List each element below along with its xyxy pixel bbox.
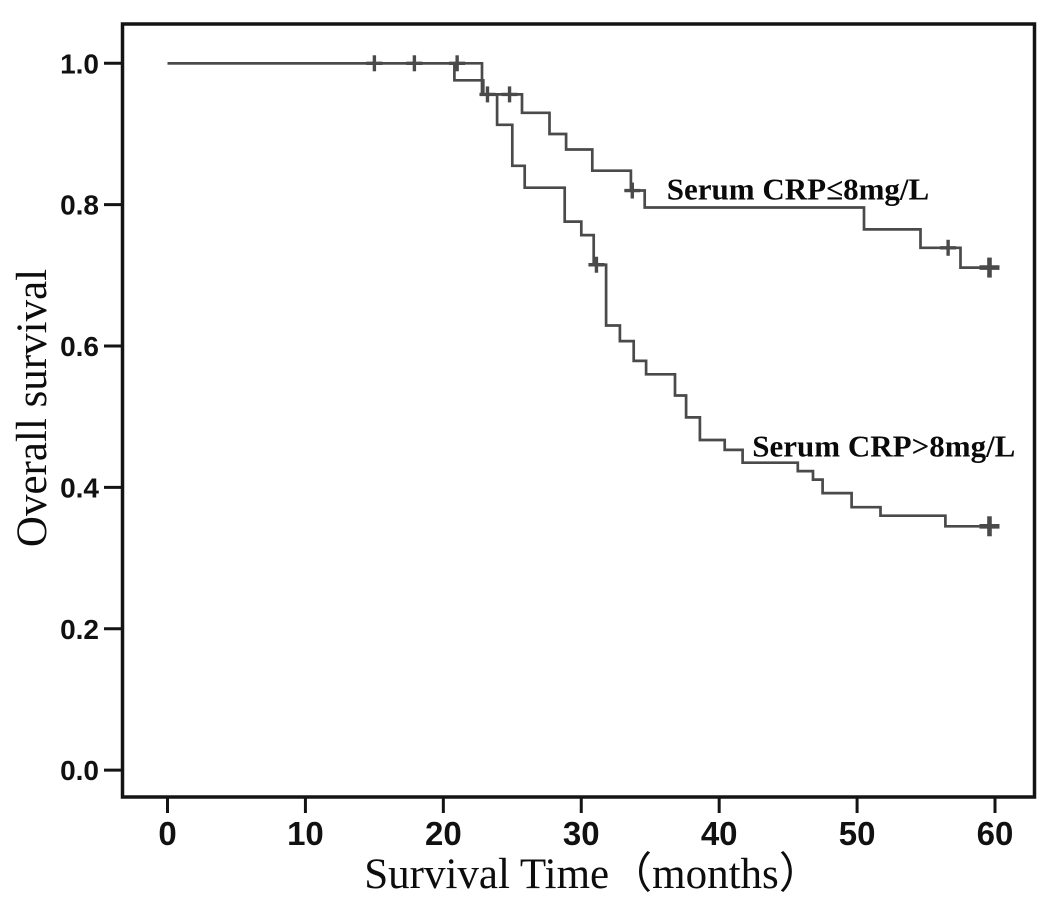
y-tick-label: 0.2	[60, 614, 99, 645]
x-axis-title: Survival Time（months）	[364, 851, 822, 898]
y-tick-label: 0.8	[60, 190, 99, 221]
y-tick-label: 1.0	[60, 48, 99, 79]
plot-area-border	[120, 22, 1037, 799]
x-tick-label: 10	[287, 815, 324, 852]
curve-crp-le-8-label: Serum CRP≤8mg/L	[667, 172, 929, 207]
y-tick-label: 0.0	[60, 755, 99, 786]
censor-marks	[366, 55, 1000, 537]
y-axis-ticks: 1.0 0.8 0.6 0.4 0.2 0.0	[60, 48, 122, 786]
survival-curves	[167, 61, 1000, 528]
x-tick-label: 60	[977, 815, 1014, 852]
series-annotations: Serum CRP≤8mg/L Serum CRP>8mg/L	[667, 172, 1016, 464]
y-tick-label: 0.6	[60, 331, 99, 362]
x-tick-label: 50	[839, 815, 876, 852]
curve-crp-le-8	[167, 61, 1000, 269]
x-tick-label: 20	[425, 815, 462, 852]
x-tick-label: 30	[563, 815, 600, 852]
y-tick-label: 0.4	[60, 472, 99, 503]
x-tick-label: 0	[158, 815, 176, 852]
curve-crp-gt-8-label: Serum CRP>8mg/L	[752, 428, 1015, 463]
curve-crp-gt-8	[167, 61, 1000, 528]
x-axis-ticks: 0 10 20 30 40 50 60	[158, 797, 1013, 852]
y-axis-title: Overall survival	[9, 269, 56, 547]
x-tick-label: 40	[701, 815, 738, 852]
